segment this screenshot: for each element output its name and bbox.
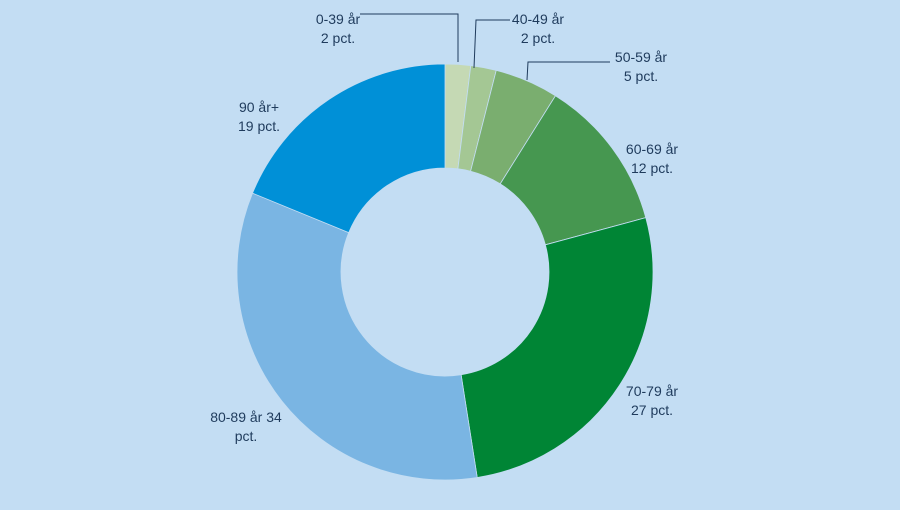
slice-label-3: 50-59 år 5 pct. [615,49,667,84]
slice-label-6-line-2: pct. [235,428,258,444]
donut-slice-5 [460,217,654,478]
leader-line-group [360,13,610,81]
donut-slice-6 [236,192,478,481]
slice-label-5: 70-79 år 27 pct. [626,383,678,418]
slice-label-1-line-2: 2 pct. [321,30,355,46]
slice-label-7-line-2: 19 pct. [238,118,280,134]
slice-label-6-line-1: 80-89 år 34 [210,409,282,425]
slice-label-6: 80-89 år 34 pct. [210,409,282,444]
slice-label-1-line-1: 0-39 år [316,11,361,27]
leader-line-1 [360,13,459,62]
slice-label-4-line-2: 12 pct. [631,160,673,176]
label-group: 0-39 år 2 pct. 40-49 år 2 pct. 50-59 år 5 pct… [210,11,678,444]
slice-group [236,63,654,481]
leader-line-3 [526,61,610,81]
slice-label-5-line-1: 70-79 år [626,383,678,399]
slice-label-2: 40-49 år 2 pct. [512,11,564,46]
slice-label-1: 0-39 år 2 pct. [316,11,361,46]
slice-label-4-line-1: 60-69 år [626,141,678,157]
slice-label-2-line-1: 40-49 år [512,11,564,27]
slice-label-2-line-2: 2 pct. [521,30,555,46]
slice-label-3-line-2: 5 pct. [624,68,658,84]
slice-label-3-line-1: 50-59 år [615,49,667,65]
leader-line-2 [473,19,510,69]
slice-label-5-line-2: 27 pct. [631,402,673,418]
slice-label-4: 60-69 år 12 pct. [626,141,678,176]
slice-label-7-line-1: 90 år+ [239,99,279,115]
slice-label-7: 90 år+ 19 pct. [238,99,280,134]
donut-slice-7 [252,63,446,234]
